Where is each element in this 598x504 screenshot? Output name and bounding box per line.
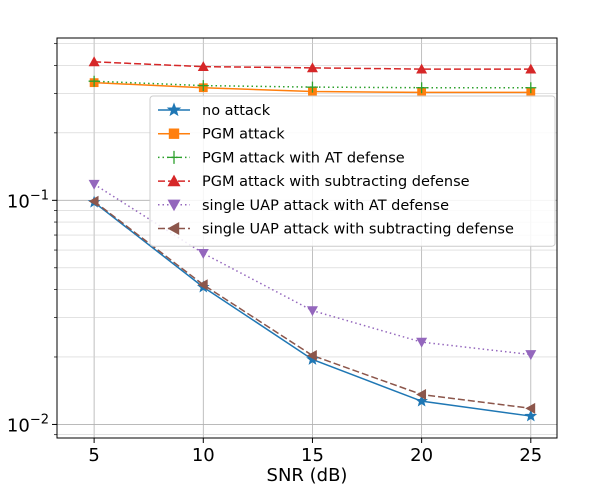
data-point-marker bbox=[197, 80, 209, 92]
series-markers bbox=[87, 56, 538, 422]
data-point-marker bbox=[166, 102, 182, 117]
legend-label: PGM attack bbox=[202, 127, 285, 143]
data-point-marker bbox=[88, 195, 99, 207]
x-tick-label: 10 bbox=[192, 445, 215, 466]
legend-label: single UAP attack with AT defense bbox=[202, 198, 449, 214]
legend-box bbox=[149, 95, 556, 247]
x-tick-label: 15 bbox=[301, 445, 324, 466]
data-point-marker bbox=[306, 306, 318, 317]
data-point-marker bbox=[525, 350, 537, 361]
data-point-marker bbox=[168, 128, 180, 139]
data-point-marker bbox=[197, 248, 209, 259]
series-line bbox=[93, 200, 531, 410]
series-line bbox=[94, 80, 531, 89]
data-point-marker bbox=[88, 179, 100, 190]
data-point-marker bbox=[416, 337, 428, 348]
data-point-marker bbox=[416, 389, 427, 401]
x-tick-label: 5 bbox=[88, 445, 99, 466]
y-axis-ticks: 10−1 10−2 bbox=[7, 43, 57, 436]
y-tick-label: 10−2 bbox=[7, 412, 49, 436]
x-axis-label: SNR (dB) bbox=[267, 465, 348, 486]
data-point-marker bbox=[525, 402, 536, 414]
data-point-marker bbox=[167, 199, 181, 212]
data-point-marker bbox=[88, 56, 100, 67]
legend-label: PGM attack with AT defense bbox=[202, 150, 405, 166]
data-point-marker bbox=[306, 81, 318, 93]
data-point-marker bbox=[197, 61, 209, 72]
data-point-marker bbox=[167, 222, 180, 235]
y-tick-label: 10−1 bbox=[7, 188, 49, 212]
data-point-marker bbox=[306, 350, 317, 362]
x-tick-label: 20 bbox=[410, 445, 433, 466]
data-point-marker bbox=[197, 279, 208, 291]
legend-label: single UAP attack with subtracting defen… bbox=[202, 222, 514, 238]
x-tick-label: 25 bbox=[519, 445, 542, 466]
data-point-marker bbox=[416, 63, 428, 74]
data-point-marker bbox=[167, 150, 181, 164]
legend: no attack PGM attack PGM attack with AT de… bbox=[149, 95, 556, 247]
data-point-marker bbox=[524, 409, 538, 422]
legend-label: no attack bbox=[202, 103, 271, 119]
data-point-marker bbox=[416, 82, 428, 94]
data-point-marker bbox=[167, 174, 181, 187]
data-point-marker bbox=[525, 82, 537, 94]
plot-frame bbox=[56, 37, 558, 439]
series-line bbox=[94, 61, 531, 70]
data-point-marker bbox=[88, 75, 100, 87]
x-axis-ticks: 5 10 15 20 25 bbox=[88, 438, 542, 466]
data-point-marker bbox=[525, 63, 537, 74]
data-point-marker bbox=[306, 62, 318, 73]
legend-label: PGM attack with subtracting defense bbox=[202, 174, 470, 190]
